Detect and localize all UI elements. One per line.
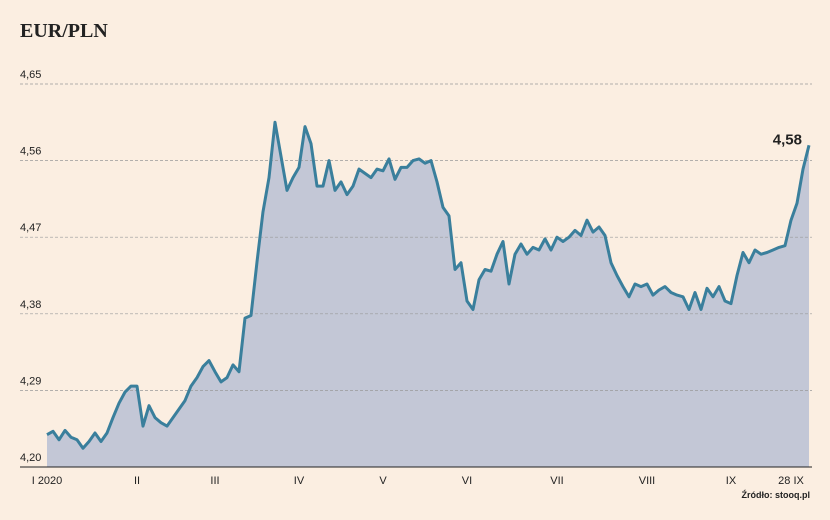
x-tick-label: 28 IX — [778, 475, 804, 487]
x-tick-label: I 2020 — [32, 475, 63, 487]
y-tick-label: 4,29 — [20, 375, 41, 387]
line — [46, 120, 811, 450]
chart-title: EUR/PLN — [20, 20, 108, 42]
y-tick-label: 4,65 — [20, 69, 41, 81]
y-tick-label: 4,56 — [20, 146, 41, 158]
source: Źródło: stooq.pl — [742, 490, 810, 500]
x-tick-label: IX — [726, 475, 737, 487]
x-tick-label: IV — [294, 475, 305, 487]
x-tick-label: II — [134, 475, 140, 487]
x-tick-label: VII — [550, 475, 563, 487]
y-tick-label: 4,20 — [20, 452, 41, 464]
x-tick-label: VI — [462, 475, 472, 487]
area — [47, 122, 809, 468]
y-tick-label: 4,38 — [20, 299, 41, 311]
x-tick-label: V — [379, 475, 387, 487]
x-tick-label: VIII — [639, 475, 656, 487]
annotation: 4,58 — [773, 131, 802, 148]
y-tick-label: 4,47 — [20, 222, 41, 234]
x-tick-label: III — [210, 475, 219, 487]
